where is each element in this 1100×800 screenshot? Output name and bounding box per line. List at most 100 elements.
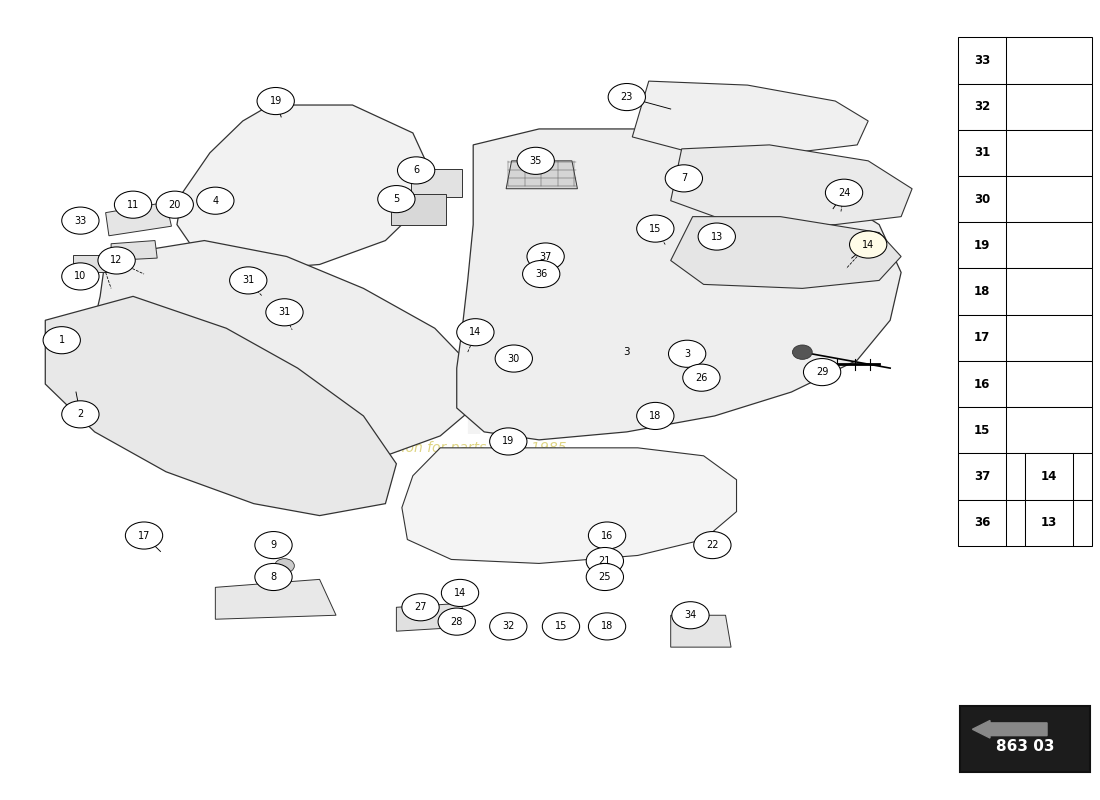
Circle shape (490, 613, 527, 640)
Text: 16: 16 (601, 530, 613, 541)
Text: 3: 3 (624, 347, 630, 357)
Text: 20: 20 (168, 200, 180, 210)
Text: 13: 13 (711, 231, 723, 242)
Bar (960, 706, 1090, 771)
Circle shape (456, 318, 494, 346)
Text: 26: 26 (695, 373, 707, 382)
Circle shape (609, 558, 623, 568)
Text: 15: 15 (554, 622, 568, 631)
Circle shape (275, 558, 295, 573)
Text: 7: 7 (681, 172, 688, 182)
Text: a passion for parts since 1985: a passion for parts since 1985 (358, 441, 566, 455)
Text: 3: 3 (684, 349, 690, 358)
Text: 4: 4 (210, 194, 217, 204)
Bar (1025, 454, 1092, 500)
Text: 5: 5 (394, 194, 399, 204)
Text: 18: 18 (649, 411, 661, 421)
Text: 32: 32 (502, 622, 515, 631)
Polygon shape (73, 255, 117, 273)
Text: 863 03: 863 03 (996, 739, 1054, 754)
Bar (958, 38, 1092, 83)
Circle shape (230, 267, 267, 294)
Circle shape (694, 531, 732, 558)
Circle shape (438, 608, 475, 635)
Polygon shape (671, 145, 912, 225)
Circle shape (62, 207, 99, 234)
Circle shape (62, 401, 99, 428)
Circle shape (495, 345, 532, 372)
Circle shape (586, 563, 624, 590)
Circle shape (197, 187, 234, 214)
Circle shape (114, 191, 152, 218)
FancyArrow shape (972, 721, 1047, 738)
Circle shape (397, 157, 434, 184)
Polygon shape (89, 241, 473, 468)
Text: 22: 22 (706, 540, 718, 550)
Text: 29: 29 (815, 365, 828, 374)
Text: 31: 31 (975, 146, 990, 159)
Polygon shape (106, 202, 172, 236)
Circle shape (825, 179, 862, 206)
Text: 6: 6 (409, 164, 416, 174)
Polygon shape (111, 241, 157, 261)
Text: 33: 33 (75, 216, 87, 226)
Polygon shape (45, 296, 396, 515)
Text: 28: 28 (451, 617, 463, 626)
Text: 23: 23 (620, 90, 634, 101)
Text: 31: 31 (242, 275, 254, 286)
Text: 34: 34 (684, 610, 696, 620)
Text: 8: 8 (271, 572, 276, 582)
Text: 1: 1 (58, 335, 65, 346)
Text: 37: 37 (539, 251, 552, 262)
Bar (958, 269, 1092, 314)
Circle shape (608, 83, 646, 110)
Text: 37: 37 (975, 470, 990, 483)
Bar (958, 500, 1025, 546)
Circle shape (637, 402, 674, 430)
Text: 2: 2 (77, 410, 84, 419)
Circle shape (522, 261, 560, 287)
Text: 6: 6 (414, 166, 419, 175)
Circle shape (527, 243, 564, 270)
Bar (958, 222, 1092, 269)
Circle shape (698, 223, 736, 250)
Bar (958, 83, 1092, 130)
Text: 11: 11 (126, 200, 140, 210)
Bar (1025, 500, 1092, 546)
Polygon shape (177, 105, 429, 269)
Circle shape (156, 191, 194, 218)
Polygon shape (671, 615, 732, 647)
Text: 20: 20 (165, 204, 178, 214)
Polygon shape (632, 81, 868, 153)
Text: 2: 2 (73, 411, 79, 421)
Polygon shape (402, 448, 737, 563)
Text: 12: 12 (110, 255, 123, 266)
Text: 16: 16 (975, 378, 990, 390)
Circle shape (669, 340, 706, 367)
Circle shape (683, 364, 720, 391)
Polygon shape (456, 129, 901, 440)
Text: 10: 10 (75, 271, 87, 282)
Text: 26: 26 (692, 370, 705, 379)
Text: 30: 30 (508, 354, 520, 363)
Text: 29: 29 (816, 367, 828, 377)
Polygon shape (216, 579, 336, 619)
Bar (958, 454, 1025, 500)
Text: 17: 17 (975, 331, 990, 344)
Text: 31: 31 (278, 307, 290, 318)
Text: 7: 7 (681, 174, 688, 183)
Circle shape (490, 428, 527, 455)
Text: 9: 9 (271, 540, 276, 550)
Circle shape (637, 215, 674, 242)
Text: 19: 19 (270, 96, 282, 106)
Polygon shape (410, 169, 462, 197)
Text: 11: 11 (124, 204, 138, 214)
Circle shape (672, 602, 710, 629)
Circle shape (62, 263, 99, 290)
Circle shape (586, 547, 624, 574)
Text: 15: 15 (649, 223, 661, 234)
Text: 1: 1 (55, 333, 62, 343)
Text: 14: 14 (470, 327, 482, 338)
Circle shape (257, 87, 295, 114)
Circle shape (98, 247, 135, 274)
